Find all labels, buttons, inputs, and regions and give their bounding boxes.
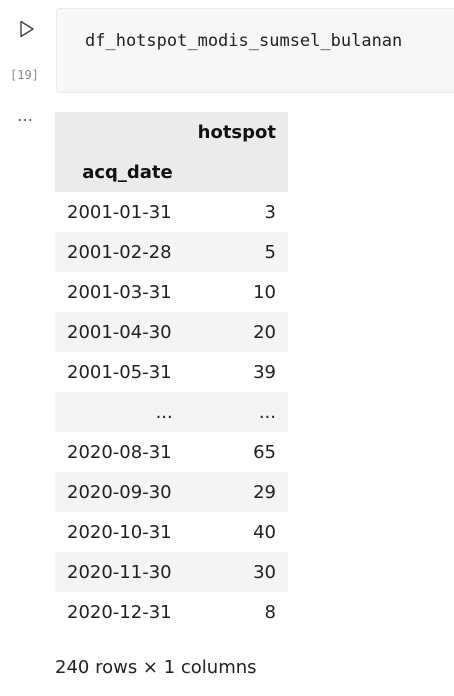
row-value: 40 [253, 521, 276, 543]
row-index: 2001-05-31 [67, 361, 172, 383]
code-line: df_hotspot_modis_sumsel_bulanan [85, 31, 403, 51]
row-value: 39 [253, 361, 276, 383]
row-index: 2001-01-31 [67, 201, 172, 223]
column-header: hotspot [184, 112, 288, 152]
table-row: 2001-04-30 20 [55, 312, 288, 352]
row-index: 2020-08-31 [67, 441, 172, 463]
row-index: 2001-03-31 [67, 281, 172, 303]
table-row: 2001-03-31 10 [55, 272, 288, 312]
row-value: 8 [264, 601, 276, 623]
blank-header-cell [55, 112, 185, 152]
index-header-row: acq_date [55, 152, 288, 192]
row-value: 30 [184, 552, 288, 592]
row-value: ... [184, 392, 288, 432]
index-name-header: acq_date [55, 152, 185, 192]
row-value: 10 [253, 281, 276, 303]
row-value: 5 [184, 232, 288, 272]
table-row: 2001-05-31 39 [55, 352, 288, 392]
row-index: 2020-10-31 [67, 521, 172, 543]
code-editor[interactable]: df_hotspot_modis_sumsel_bulanan [56, 8, 454, 93]
column-header-row: hotspot [55, 112, 288, 152]
table-row: 2020-08-31 65 [55, 432, 288, 472]
table-row: 2020-10-31 40 [55, 512, 288, 552]
table-row: 2020-11-30 30 [55, 552, 288, 592]
output-more-icon[interactable]: … [17, 106, 34, 125]
table-row: 2001-02-28 5 [55, 232, 288, 272]
play-icon [20, 20, 34, 38]
row-value: 20 [184, 312, 288, 352]
row-index: 2020-11-30 [55, 552, 185, 592]
dataframe-shape: 240 rows × 1 columns [55, 657, 257, 678]
row-value: 29 [184, 472, 288, 512]
table-row: 2001-01-31 3 [55, 192, 288, 232]
table-row: 2020-12-31 8 [55, 592, 288, 632]
row-value: 3 [264, 201, 276, 223]
execution-count: [19] [10, 68, 39, 82]
table-row: 2020-09-30 29 [55, 472, 288, 512]
row-index: 2001-04-30 [55, 312, 185, 352]
row-value: 65 [253, 441, 276, 463]
row-index: 2001-02-28 [55, 232, 185, 272]
row-index: 2020-12-31 [67, 601, 172, 623]
dataframe-table: hotspot acq_date 2001-01-31 3 2001-02-28… [55, 112, 288, 632]
row-index: ... [55, 392, 185, 432]
blank-header-cell [184, 152, 288, 192]
row-index: 2020-09-30 [55, 472, 185, 512]
run-cell-button[interactable] [14, 16, 40, 42]
ellipsis-row: ... ... [55, 392, 288, 432]
